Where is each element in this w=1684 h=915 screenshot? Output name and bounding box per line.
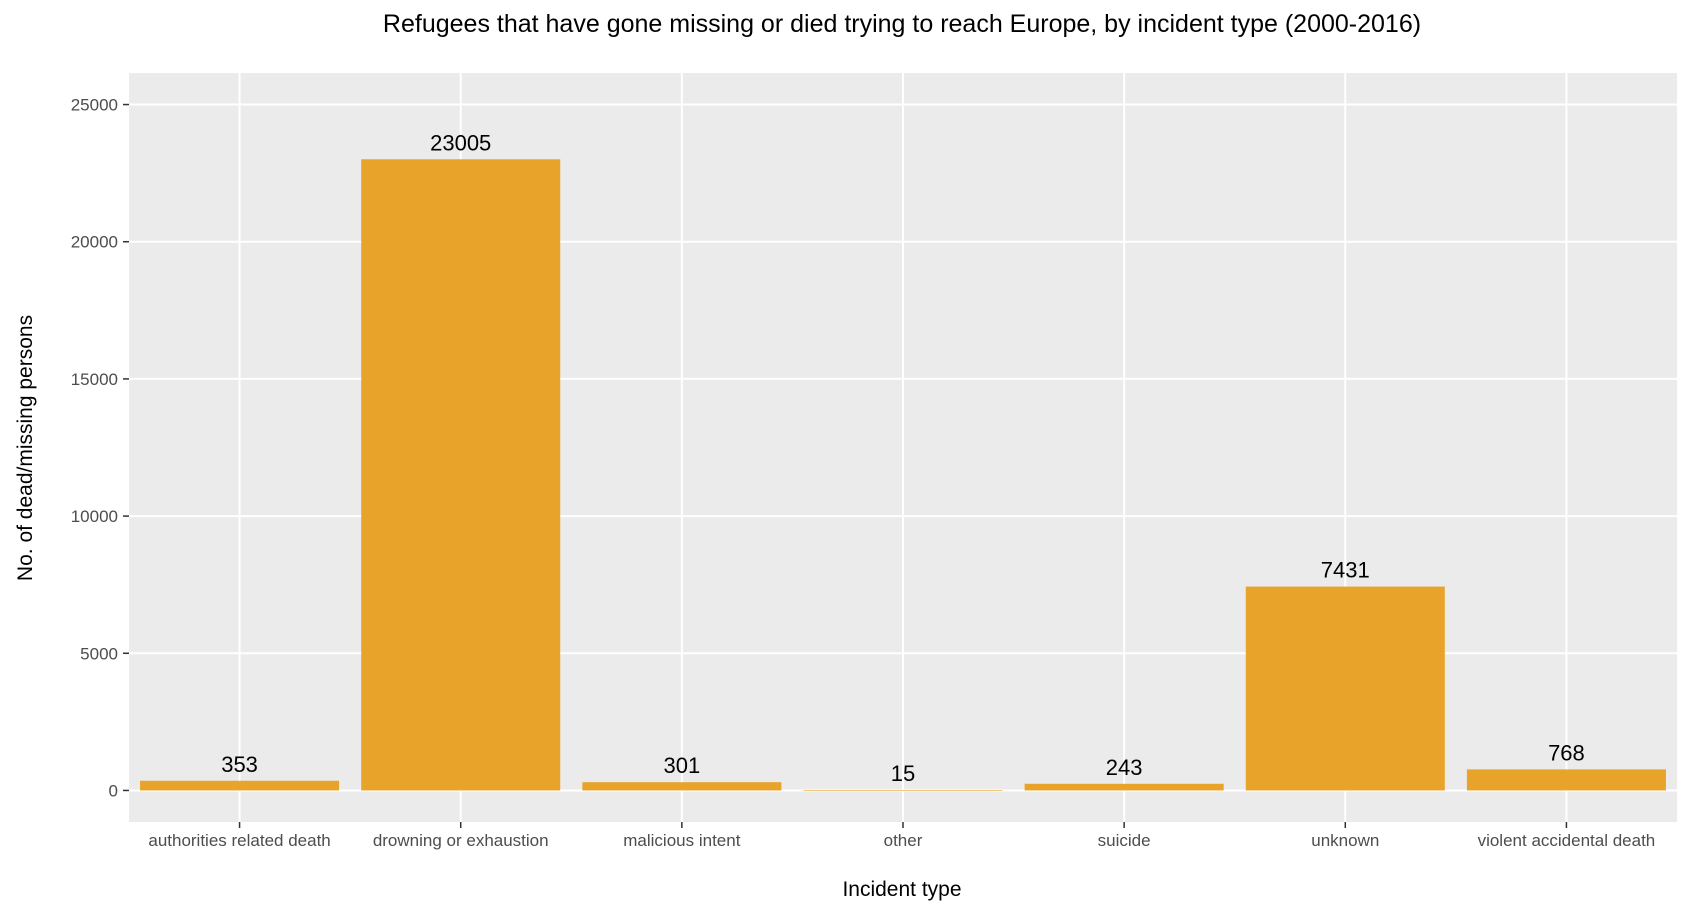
bar-value-label: 7431: [1321, 558, 1370, 583]
bar-value-label: 23005: [430, 130, 491, 155]
chart-title: Refugees that have gone missing or died …: [383, 10, 1421, 38]
bar-value-label: 353: [221, 752, 258, 777]
x-tick-label: unknown: [1311, 831, 1379, 850]
y-tick-label: 0: [109, 781, 118, 800]
bar: [361, 159, 561, 791]
bar: [140, 780, 340, 791]
y-tick-label: 15000: [71, 370, 118, 389]
bar: [1245, 586, 1445, 791]
x-tick-label: other: [884, 831, 923, 850]
y-tick-label: 10000: [71, 507, 118, 526]
y-axis-title: No. of dead/missing persons: [14, 315, 37, 581]
x-tick-label: authorities related death: [148, 831, 330, 850]
x-tick-label: suicide: [1098, 831, 1151, 850]
x-tick-label: malicious intent: [623, 831, 740, 850]
bar: [1024, 783, 1224, 791]
y-tick-label: 5000: [80, 644, 118, 663]
bar-value-label: 243: [1106, 755, 1143, 780]
x-axis: authorities related death drowning or exh…: [148, 822, 1655, 850]
bar-value-label: 15: [891, 761, 915, 786]
y-axis: 0 5000 10000 15000 20000 25000: [71, 96, 129, 800]
data-label-layer: 353 23005 301 15 243 7431 768: [221, 130, 1585, 786]
y-tick-label: 25000: [71, 96, 118, 115]
bar-layer: [140, 159, 1666, 791]
bar: [803, 790, 1003, 791]
x-tick-label: drowning or exhaustion: [373, 831, 549, 850]
y-tick-label: 20000: [71, 233, 118, 252]
bar: [582, 782, 782, 791]
bar-value-label: 301: [663, 753, 700, 778]
x-axis-title: Incident type: [842, 878, 961, 901]
bar: [1466, 769, 1666, 791]
x-tick-label: violent accidental death: [1478, 831, 1656, 850]
bar-value-label: 768: [1548, 740, 1585, 765]
